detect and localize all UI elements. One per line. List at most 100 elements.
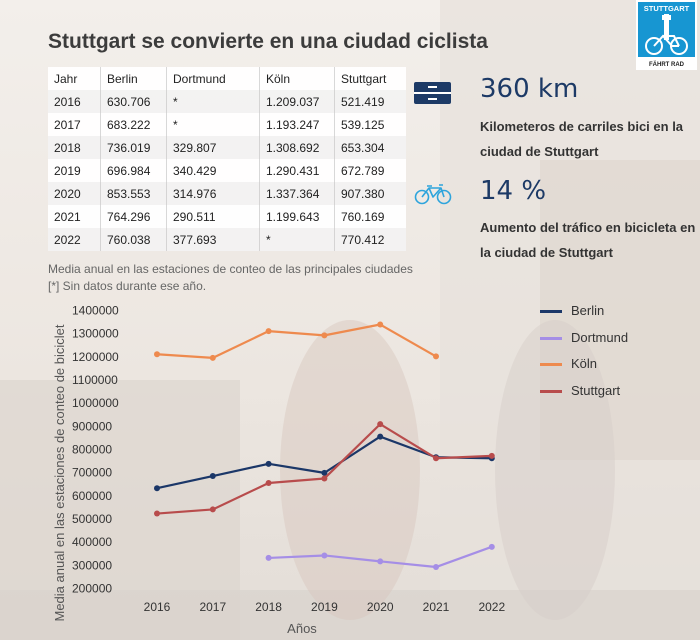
logo-top-text: STUTTGART: [644, 4, 690, 13]
y-tick-label: 300000: [72, 558, 112, 572]
table-cell: 907.380: [334, 182, 406, 205]
table-cell: 760.169: [334, 205, 406, 228]
x-tick-label: 2022: [478, 600, 505, 614]
y-tick-label: 1200000: [72, 350, 119, 364]
data-point-dortmund: [377, 558, 384, 565]
table-header-cell: Dortmund: [166, 67, 260, 90]
logo-bottom-text: FÄHRT RAD: [649, 61, 685, 68]
data-point-berlin: [265, 460, 272, 467]
y-tick-label: 900000: [72, 419, 112, 433]
legend-swatch-berlin: [540, 310, 562, 313]
data-table: Jahr Berlin Dortmund Köln Stuttgart 2016 630.7…: [48, 67, 406, 251]
table-row: 2022 760.038 377.693 * 770.412: [48, 228, 406, 251]
y-tick-label: 400000: [72, 535, 112, 549]
table-cell: 2018: [48, 136, 101, 159]
table-cell: 653.304: [334, 136, 406, 159]
table-cell: 1.199.643: [259, 205, 335, 228]
data-point-berlin: [321, 469, 328, 476]
table-row: 2016 630.706 * 1.209.037 521.419: [48, 90, 406, 113]
table-cell: 736.019: [100, 136, 167, 159]
table-cell: 1.337.364: [259, 182, 335, 205]
legend-swatch-k-ln: [540, 363, 562, 366]
legend-label-stuttgart: Stuttgart: [571, 382, 621, 398]
bicycle-icon: [414, 184, 452, 205]
data-point-berlin: [154, 485, 160, 492]
x-tick-label: 2021: [423, 600, 450, 614]
table-cell: 630.706: [100, 90, 167, 113]
bike-lane-icon: [414, 82, 451, 104]
data-point-stuttgart: [265, 479, 272, 486]
missing-data-note: [*] Sin datos durante ese año.: [48, 279, 207, 293]
series-line-stuttgart: [156, 423, 492, 515]
table-cell: 1.193.247: [259, 113, 335, 136]
y-axis-label: Media anual en las estaciones de conteo …: [52, 324, 67, 621]
table-cell: 329.807: [166, 136, 260, 159]
table-cell: 2020: [48, 182, 101, 205]
table-header-cell: Stuttgart: [334, 67, 406, 90]
legend-label-k-ln: Köln: [571, 356, 598, 371]
table-cell: 1.308.692: [259, 136, 335, 159]
table-cell: 2022: [48, 228, 101, 251]
data-point-berlin: [209, 473, 216, 480]
y-tick-label: 500000: [72, 512, 112, 526]
table-row: 2019 696.984 340.429 1.290.431 672.789: [48, 159, 406, 182]
y-tick-label: 1000000: [72, 396, 119, 410]
y-tick-label: 800000: [72, 443, 112, 457]
stuttgart-logo: STUTTGART FÄHRT RAD: [636, 0, 697, 70]
table-cell: 1.290.431: [259, 159, 335, 182]
legend-swatch-dortmund: [540, 336, 562, 340]
bike-lane-km-value: 360 km: [480, 74, 579, 104]
data-point-k-ln: [377, 321, 384, 328]
table-header-cell: Jahr: [48, 67, 101, 90]
data-point-berlin: [377, 433, 384, 440]
table-cell: 2019: [48, 159, 101, 182]
x-tick-label: 2019: [311, 600, 338, 614]
table-cell: 760.038: [100, 228, 167, 251]
legend-swatch-stuttgart: [540, 389, 562, 393]
table-cell: 377.693: [166, 228, 260, 251]
table-cell: 764.296: [100, 205, 167, 228]
series-line-k-ln: [156, 323, 437, 359]
legend-label-berlin: Berlin: [571, 303, 605, 318]
y-tick-label: 700000: [72, 466, 112, 480]
y-tick-label: 200000: [72, 582, 112, 596]
data-point-dortmund: [265, 554, 272, 561]
data-point-stuttgart: [209, 506, 216, 513]
table-header-cell: Berlin: [100, 67, 167, 90]
y-tick-label: 1300000: [72, 327, 119, 341]
table-cell: 314.976: [166, 182, 260, 205]
y-tick-label: 1400000: [72, 304, 119, 318]
page-title: Stuttgart se convierte en una ciudad cic…: [48, 30, 488, 53]
data-point-dortmund: [488, 543, 495, 550]
data-point-stuttgart: [488, 452, 495, 459]
table-cell: 2017: [48, 113, 101, 136]
table-cell: 1.209.037: [259, 90, 335, 113]
table-row: 2017 683.222 * 1.193.247 539.125: [48, 113, 406, 136]
data-point-k-ln: [433, 353, 439, 360]
table-cell: 2021: [48, 205, 101, 228]
table-cell: 539.125: [334, 113, 406, 136]
table-cell: 770.412: [334, 228, 406, 251]
x-tick-label: 2016: [144, 600, 171, 614]
x-tick-label: 2017: [199, 600, 226, 614]
data-point-k-ln: [321, 332, 328, 339]
table-cell: 521.419: [334, 90, 406, 113]
data-point-stuttgart: [154, 510, 160, 517]
table-cell: 2016: [48, 90, 101, 113]
table-cell: *: [166, 113, 260, 136]
x-tick-label: 2020: [367, 600, 394, 614]
data-point-k-ln: [154, 351, 160, 358]
bike-traffic-increase-value: 14 %: [480, 176, 547, 206]
table-header-row: Jahr Berlin Dortmund Köln Stuttgart: [48, 67, 406, 90]
data-point-dortmund: [433, 564, 439, 571]
table-row: 2021 764.296 290.511 1.199.643 760.169: [48, 205, 406, 228]
data-point-stuttgart: [321, 475, 328, 482]
data-point-k-ln: [209, 354, 216, 361]
data-point-dortmund: [321, 552, 328, 559]
table-cell: *: [166, 90, 260, 113]
legend-label-dortmund: Dortmund: [571, 329, 629, 345]
x-tick-label: 2018: [255, 600, 282, 614]
chart-note: Media anual en las estaciones de conteo …: [48, 262, 413, 276]
data-point-stuttgart: [433, 455, 439, 462]
